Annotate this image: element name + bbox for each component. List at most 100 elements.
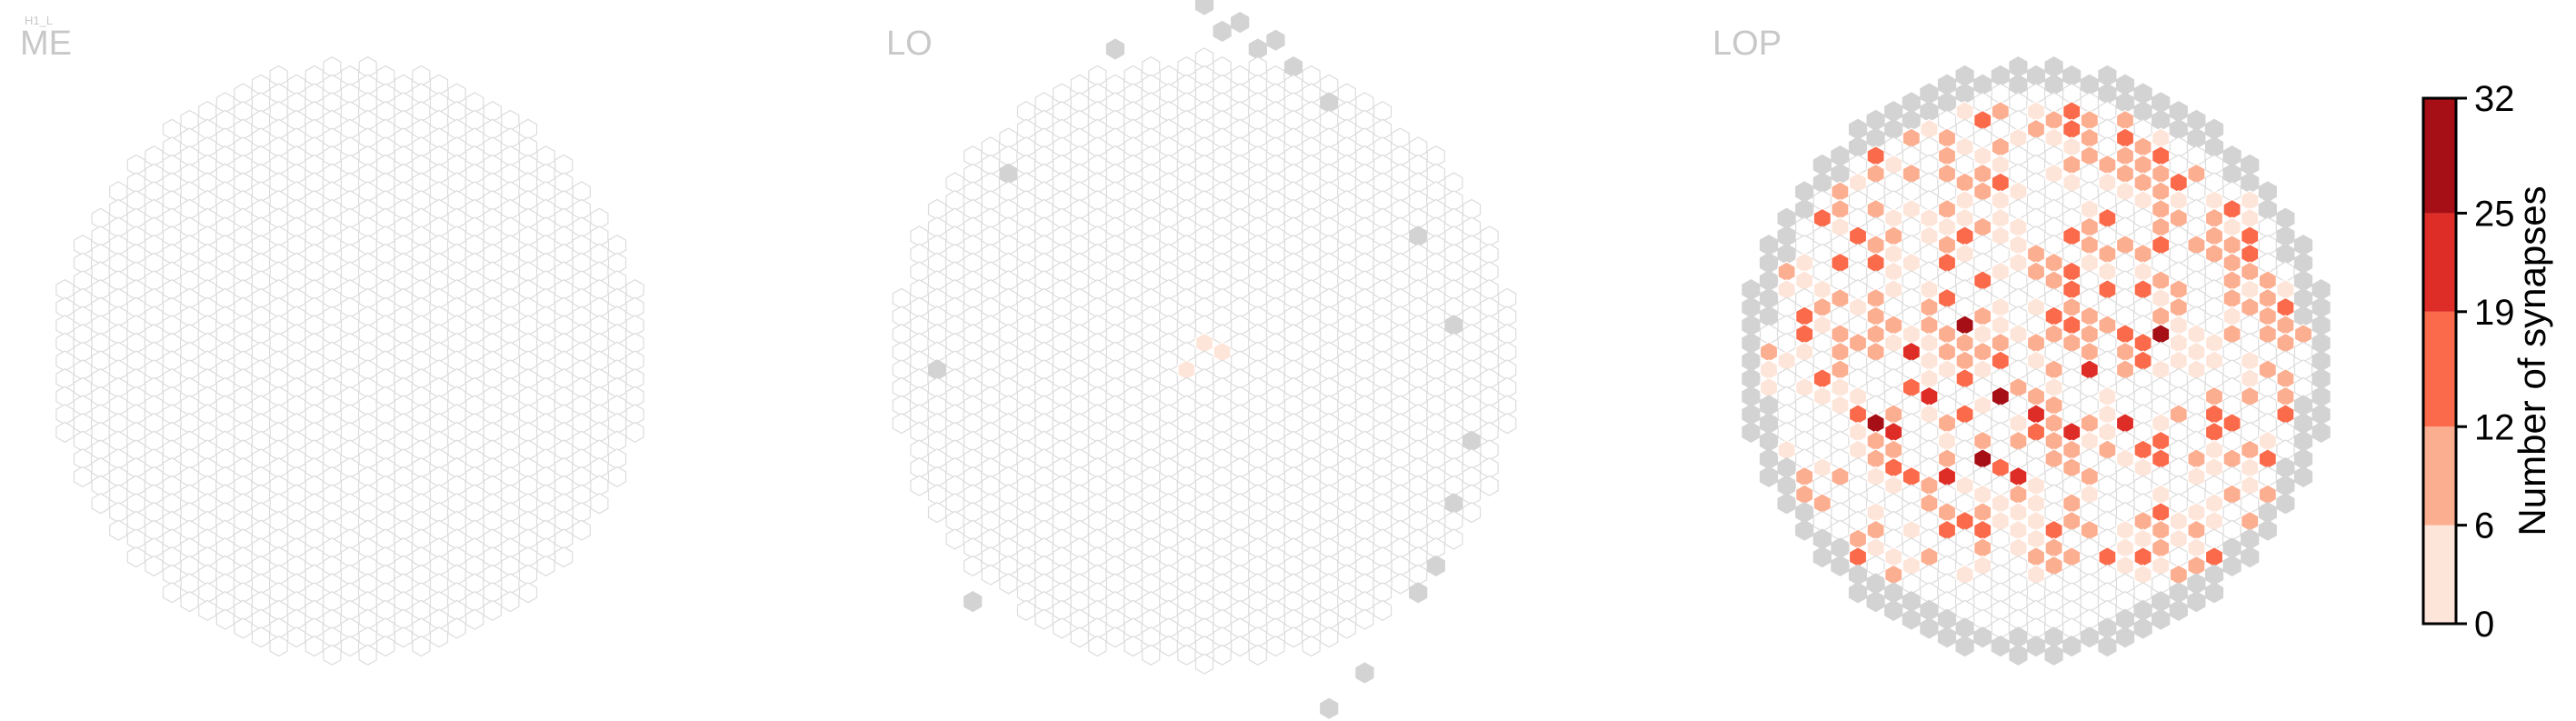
hex-column bbox=[1302, 617, 1321, 639]
hex-column bbox=[2204, 315, 2224, 336]
hex-column bbox=[1973, 216, 1992, 238]
hex-column bbox=[447, 421, 466, 443]
hex-column bbox=[2293, 235, 2313, 256]
hex-column bbox=[269, 332, 288, 354]
hex-column bbox=[1016, 510, 1036, 532]
hex-column bbox=[1053, 332, 1072, 354]
hex-column bbox=[945, 315, 964, 336]
hex-column bbox=[1973, 324, 1992, 345]
hex-column bbox=[1409, 207, 1428, 229]
hex-column bbox=[1391, 376, 1410, 398]
hex-column bbox=[1177, 519, 1196, 541]
hex-column bbox=[1848, 225, 1868, 247]
hex-column bbox=[287, 395, 306, 416]
hex-column bbox=[1053, 475, 1072, 496]
hex-column bbox=[536, 252, 555, 274]
hex-column bbox=[2062, 136, 2082, 158]
hex-column bbox=[1812, 154, 1832, 175]
hex-column bbox=[429, 430, 449, 452]
hex-column bbox=[2026, 136, 2046, 158]
hex-column bbox=[1088, 65, 1107, 86]
hex-column bbox=[483, 207, 502, 229]
hex-column bbox=[180, 448, 199, 470]
hex-column bbox=[1177, 644, 1196, 666]
hex-column bbox=[2080, 376, 2099, 398]
hex-column bbox=[1194, 243, 1214, 265]
hex-column bbox=[180, 376, 199, 398]
hex-column bbox=[162, 261, 182, 283]
hex-column bbox=[501, 163, 520, 185]
hex-column bbox=[269, 279, 288, 301]
hex-column bbox=[447, 510, 466, 532]
hex-column bbox=[447, 172, 466, 194]
hex-column bbox=[1920, 617, 1939, 639]
hex-column bbox=[1159, 243, 1178, 265]
hex-column bbox=[234, 101, 253, 123]
hex-column bbox=[2152, 163, 2171, 185]
hex-column bbox=[1142, 608, 1161, 630]
hex-column bbox=[1920, 457, 1939, 479]
hex-column bbox=[1177, 235, 1196, 256]
hex-column bbox=[323, 145, 342, 167]
hex-column bbox=[1462, 413, 1482, 435]
hex-column bbox=[465, 519, 484, 541]
hex-column bbox=[2098, 599, 2117, 621]
hex-column bbox=[447, 279, 466, 301]
hex-column bbox=[1955, 564, 1974, 586]
hex-column bbox=[340, 225, 360, 247]
hex-column bbox=[2026, 332, 2046, 354]
hex-column bbox=[215, 537, 235, 559]
hex-column bbox=[358, 56, 377, 78]
hex-column bbox=[251, 74, 271, 95]
hex-column bbox=[2187, 235, 2206, 256]
hex-column bbox=[910, 296, 929, 318]
colorbar-tick-label: 0 bbox=[2474, 605, 2494, 645]
hex-column bbox=[2258, 216, 2277, 238]
hex-column bbox=[501, 235, 520, 256]
hex-column bbox=[1444, 457, 1463, 479]
hex-column bbox=[305, 190, 324, 212]
hex-column bbox=[251, 324, 271, 345]
hex-column bbox=[1123, 599, 1143, 621]
hex-column bbox=[1194, 154, 1214, 175]
hex-column bbox=[91, 207, 110, 229]
hex-column bbox=[2204, 296, 2224, 318]
hex-column bbox=[162, 404, 182, 426]
hex-column bbox=[910, 368, 929, 390]
hex-column bbox=[518, 582, 538, 604]
hex-column bbox=[1213, 324, 1232, 345]
hex-column bbox=[1034, 127, 1053, 149]
hex-column bbox=[1884, 243, 1903, 265]
hex-column bbox=[1266, 421, 1285, 443]
hex-column bbox=[358, 324, 377, 345]
hex-column bbox=[1337, 528, 1356, 550]
hex-column bbox=[1248, 395, 1267, 416]
hex-column bbox=[109, 519, 128, 541]
hex-column bbox=[1884, 475, 1903, 496]
hex-column bbox=[1142, 341, 1161, 363]
hex-column bbox=[2258, 484, 2277, 506]
hex-column bbox=[1848, 546, 1868, 568]
hex-column bbox=[465, 270, 484, 292]
hex-column bbox=[1391, 341, 1410, 363]
hex-column bbox=[1812, 493, 1832, 515]
hex-column bbox=[109, 341, 128, 363]
hex-column bbox=[1831, 413, 1850, 435]
hex-column bbox=[394, 145, 413, 167]
hex-column bbox=[305, 475, 324, 496]
hex-column bbox=[234, 475, 253, 496]
hex-column bbox=[892, 359, 911, 381]
hex-column bbox=[305, 564, 324, 586]
hex-column bbox=[2062, 261, 2082, 283]
hex-column bbox=[394, 305, 413, 327]
hex-column bbox=[1053, 510, 1072, 532]
hex-column bbox=[1266, 368, 1285, 390]
hex-column bbox=[180, 145, 199, 167]
hex-column bbox=[1266, 404, 1285, 426]
hex-column bbox=[394, 235, 413, 256]
hex-column bbox=[234, 350, 253, 372]
hex-column bbox=[536, 448, 555, 470]
hex-column bbox=[1884, 582, 1903, 604]
hex-column bbox=[429, 74, 449, 95]
hex-column bbox=[251, 92, 271, 114]
